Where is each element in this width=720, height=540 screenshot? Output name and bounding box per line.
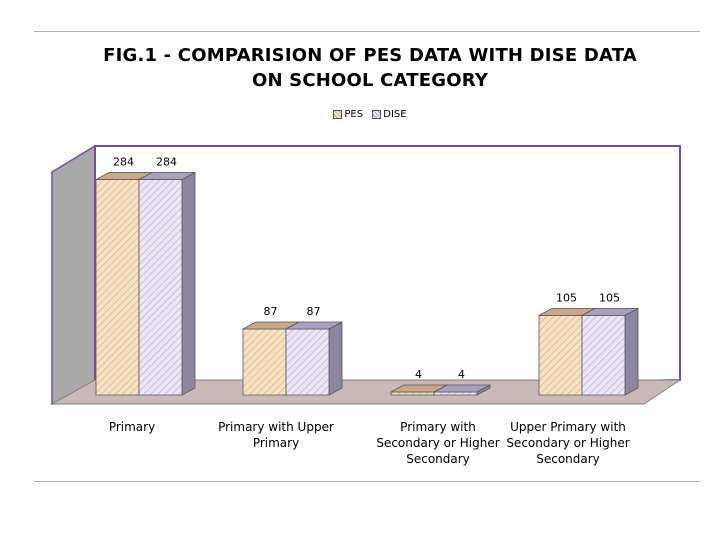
bar-dise-primary-with-upper-primary-top	[285, 321, 343, 330]
bar-pes-primary-front	[95, 179, 140, 396]
bar-dise-upper-primary-with-secondary-or-higher-secondary-side	[624, 307, 639, 396]
bar-pes-primary-with-secondary-or-higher-secondary-front	[390, 391, 435, 396]
legend-label-pes: PES	[344, 109, 364, 120]
chart-legend: PES DISE	[0, 109, 720, 122]
bar-dise-primary-with-upper-primary-front	[285, 328, 330, 396]
bar-dise-upper-primary-with-secondary-or-higher-secondary	[581, 307, 639, 396]
legend-item-dise: DISE	[372, 109, 407, 120]
bar-dise-primary-side	[181, 171, 196, 396]
legend-swatch-dise	[372, 110, 382, 119]
category-label-primary-with-upper-primary: Primary with Upper Primary	[218, 420, 334, 450]
chart-title: FIG.1 - COMPARISION OF PES DATA WITH DIS…	[103, 45, 637, 66]
data-label-dise-primary-with-secondary-or-higher-secondary: 4	[458, 368, 465, 381]
bars-layer	[95, 171, 639, 396]
bar-pes-primary-with-upper-primary-front	[242, 328, 287, 396]
bottom-divider	[34, 481, 700, 482]
bar-dise-primary-with-secondary-or-higher-secondary-front	[433, 391, 478, 396]
legend-item-pes: PES	[333, 109, 363, 120]
data-label-dise-upper-primary-with-secondary-or-higher-secondary: 105	[599, 291, 620, 304]
bar-dise-upper-primary-with-secondary-or-higher-secondary-top	[581, 307, 639, 316]
data-labels-layer: 284 284 87 87 4 4 105 105	[113, 156, 620, 381]
bar-dise-primary-top	[138, 172, 196, 180]
data-label-pes-upper-primary-with-secondary-or-higher-secondary: 105	[556, 291, 577, 304]
bar-dise-primary-with-secondary-or-higher-secondary	[433, 384, 491, 396]
chart-floor	[50, 379, 682, 405]
bar-dise-primary-with-secondary-or-higher-secondary-top	[433, 384, 491, 393]
bar-dise-primary-with-upper-primary	[285, 321, 343, 396]
category-label-primary: Primary	[108, 420, 156, 434]
top-divider	[34, 31, 700, 32]
chart-subtitle: ON SCHOOL CATEGORY	[251, 70, 489, 91]
legend-label-dise: DISE	[383, 109, 407, 120]
data-label-dise-primary: 284	[156, 156, 177, 169]
data-label-dise-primary-with-upper-primary: 87	[307, 305, 321, 318]
category-label-primary-with-secondary: Primary with Secondary or Higher Seconda…	[376, 420, 500, 466]
bar-pes-upper-primary-with-secondary-or-higher-secondary-front	[538, 314, 583, 396]
bar-dise-primary	[138, 171, 196, 396]
category-label-upper-primary-with-secondary: Upper Primary with Secondary or Higher S…	[506, 420, 630, 466]
bar-dise-primary-with-upper-primary-side	[328, 321, 343, 396]
data-label-pes-primary-with-upper-primary: 87	[264, 305, 278, 318]
bar-dise-primary-front	[138, 179, 183, 396]
data-label-pes-primary: 284	[113, 156, 134, 169]
bar-dise-upper-primary-with-secondary-or-higher-secondary-front	[581, 314, 626, 396]
chart-left-wall	[51, 144, 96, 405]
data-label-pes-primary-with-secondary-or-higher-secondary: 4	[415, 368, 422, 381]
legend-swatch-pes	[333, 110, 343, 119]
